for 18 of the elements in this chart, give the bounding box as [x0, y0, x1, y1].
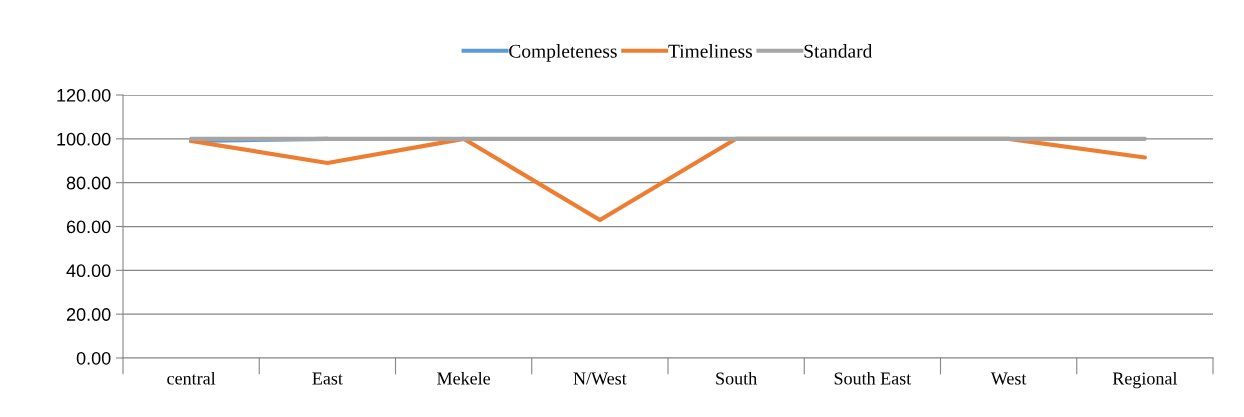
x-tick-label: South East — [834, 371, 912, 385]
y-tick-label: 0.00 — [76, 351, 111, 365]
y-tick-label: 80.00 — [66, 176, 111, 190]
x-tick-label: Mekele — [437, 371, 491, 385]
x-tick-label: South — [716, 371, 757, 385]
x-tick-label: Regional — [1112, 371, 1178, 389]
legend-label: Standard — [804, 44, 873, 58]
y-tick-label: 100.00 — [57, 132, 111, 146]
x-tick-label: East — [312, 372, 343, 385]
x-tick-label: West — [990, 372, 1027, 385]
legend-label: Timeliness — [668, 44, 752, 58]
y-tick-label: 40.00 — [66, 264, 111, 278]
x-tick-label: N/West — [573, 372, 627, 385]
x-tick-label: central — [167, 371, 216, 385]
y-tick-label: 120.00 — [57, 88, 111, 102]
legend-label: Completeness — [509, 44, 617, 62]
y-tick-label: 60.00 — [66, 220, 111, 234]
y-tick-label: 20.00 — [66, 308, 111, 321]
